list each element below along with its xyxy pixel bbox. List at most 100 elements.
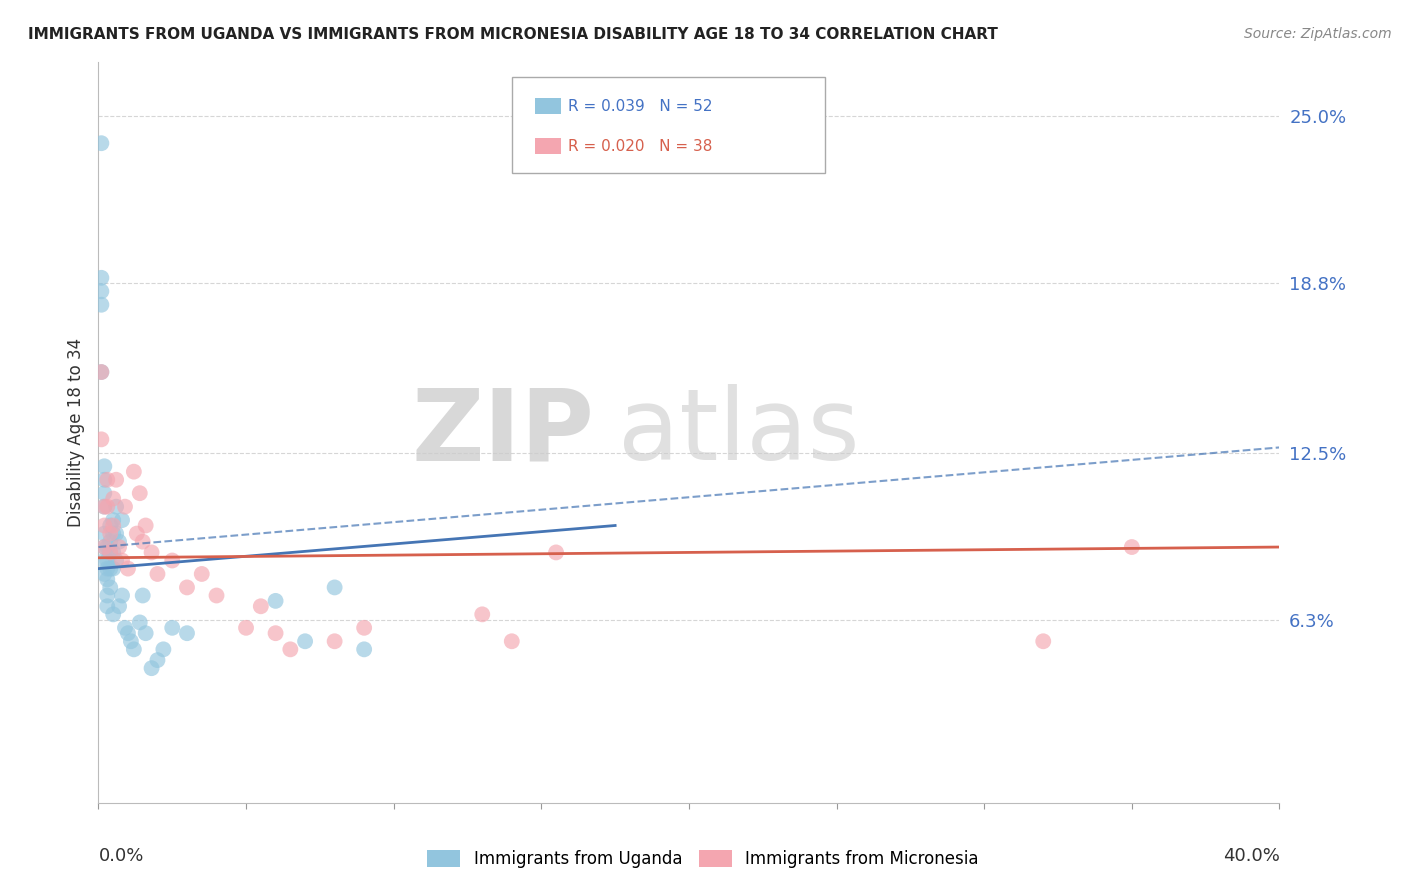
Point (264, 594, 287, 608)
Point (93, 486, 115, 500)
Point (96, 500, 118, 514)
Point (96, 553, 118, 567)
Point (90, 433, 112, 447)
Point (294, 634, 316, 648)
Text: ZIP: ZIP (412, 384, 595, 481)
Point (98, 581, 121, 595)
Point (146, 566, 169, 581)
Point (96, 599, 118, 614)
Point (353, 642, 375, 657)
Point (122, 642, 145, 657)
Point (98, 545, 121, 559)
Point (98, 561, 121, 575)
Point (132, 534, 155, 549)
Point (108, 540, 131, 554)
Point (98, 518, 121, 533)
Point (250, 599, 273, 614)
Point (98, 545, 121, 559)
Point (111, 513, 134, 527)
Point (98, 526, 121, 541)
Point (103, 518, 125, 533)
Point (128, 486, 150, 500)
Point (93, 566, 115, 581)
Point (93, 500, 115, 514)
Point (103, 526, 125, 541)
Point (128, 615, 150, 630)
Point (93, 518, 115, 533)
Point (141, 545, 163, 559)
Point (103, 561, 125, 575)
Point (93, 526, 115, 541)
Point (162, 553, 183, 567)
Point (176, 581, 198, 595)
Point (264, 626, 287, 640)
Point (90, 365, 112, 379)
Point (96, 572, 118, 586)
Point (108, 599, 131, 614)
Point (1121, 540, 1143, 554)
Point (117, 561, 139, 575)
Point (93, 473, 115, 487)
Y-axis label: Disability Age 18 to 34: Disability Age 18 to 34 (66, 338, 84, 527)
Point (501, 634, 523, 648)
Point (103, 607, 125, 622)
Point (90, 298, 112, 312)
Text: atlas: atlas (619, 384, 859, 481)
Point (103, 491, 125, 506)
Point (120, 634, 142, 648)
Point (114, 500, 136, 514)
Point (135, 626, 157, 640)
Point (96, 589, 118, 603)
Point (141, 661, 163, 675)
Point (353, 621, 375, 635)
Point (117, 626, 139, 640)
Point (122, 465, 145, 479)
Point (90, 270, 112, 285)
Point (125, 526, 148, 541)
Point (114, 621, 136, 635)
Point (108, 534, 131, 549)
Point (323, 581, 346, 595)
Point (135, 518, 157, 533)
Point (90, 285, 112, 299)
Point (162, 621, 183, 635)
Point (111, 553, 134, 567)
Point (93, 540, 115, 554)
Point (103, 545, 125, 559)
Point (105, 473, 128, 487)
Text: R = 0.039   N = 52: R = 0.039 N = 52 (568, 99, 713, 113)
Point (235, 621, 257, 635)
Legend: Immigrants from Uganda, Immigrants from Micronesia: Immigrants from Uganda, Immigrants from … (420, 843, 986, 875)
Point (93, 459, 115, 474)
Bar (536, 98, 561, 114)
Text: R = 0.020   N = 38: R = 0.020 N = 38 (568, 138, 713, 153)
Bar (536, 138, 561, 154)
Point (132, 589, 155, 603)
Point (98, 534, 121, 549)
Point (280, 642, 302, 657)
Point (111, 589, 134, 603)
Point (96, 473, 118, 487)
Text: IMMIGRANTS FROM UGANDA VS IMMIGRANTS FROM MICRONESIA DISABILITY AGE 18 TO 34 COR: IMMIGRANTS FROM UGANDA VS IMMIGRANTS FRO… (28, 27, 998, 42)
Point (546, 545, 568, 559)
Point (152, 642, 174, 657)
FancyBboxPatch shape (512, 78, 825, 173)
Text: Source: ZipAtlas.com: Source: ZipAtlas.com (1244, 27, 1392, 41)
Text: 40.0%: 40.0% (1223, 847, 1279, 865)
Point (146, 653, 169, 667)
Point (103, 513, 125, 527)
Point (205, 589, 228, 603)
Point (90, 365, 112, 379)
Point (93, 500, 115, 514)
Point (105, 500, 128, 514)
Text: 0.0%: 0.0% (98, 847, 143, 865)
Point (96, 540, 118, 554)
Point (93, 540, 115, 554)
Point (191, 566, 214, 581)
Point (105, 526, 128, 541)
Point (1032, 634, 1054, 648)
Point (176, 626, 198, 640)
Point (93, 553, 115, 567)
Point (471, 607, 494, 622)
Point (105, 553, 128, 567)
